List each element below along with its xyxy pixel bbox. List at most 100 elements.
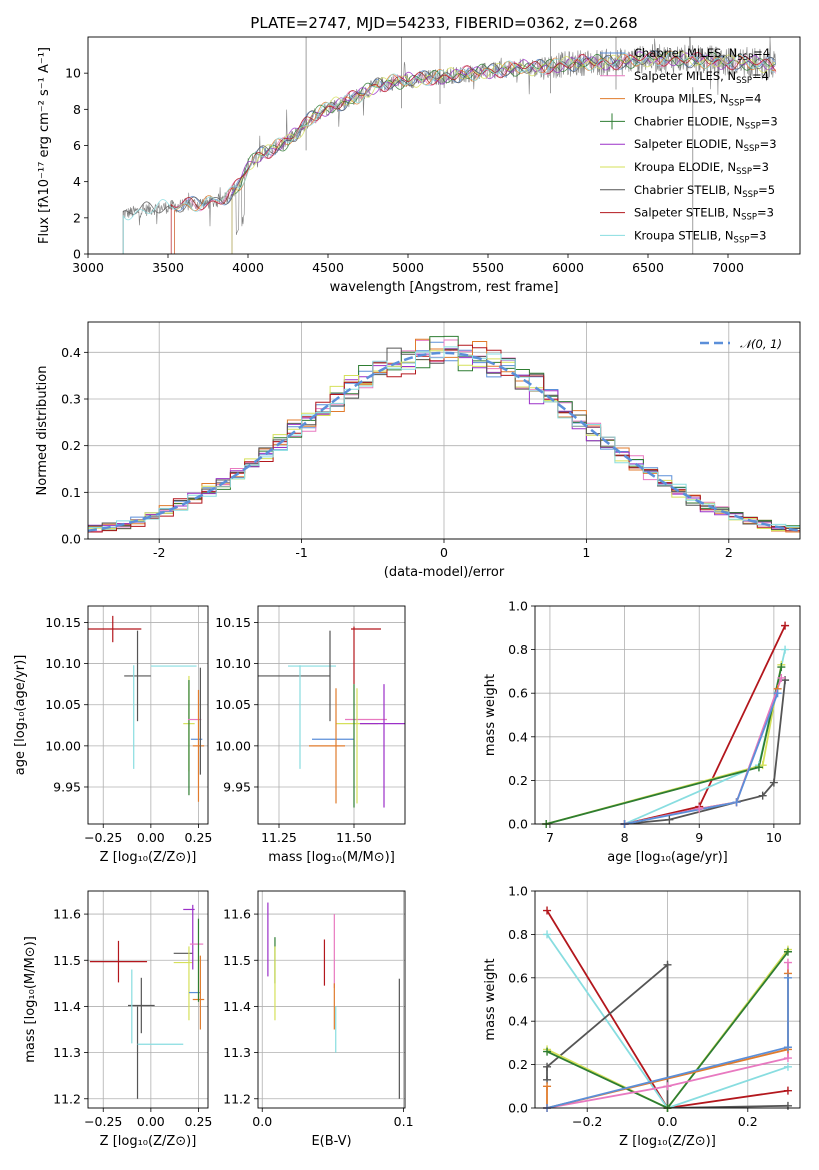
weight-line-salpeter_miles [624,677,783,824]
x-tick-label: 11.50 [336,830,372,845]
legend: 𝒩(0, 1) [700,337,782,351]
x-axis-label: (data-model)/error [384,565,505,580]
x-tick-label: 4000 [232,260,264,275]
panel-age_vs_Z: −0.25 0.00 0.25 9.95 10.00 10.05 10.10 10.15 Z [… [13,605,213,865]
weight-marker-kroupa_stelib [783,1062,792,1071]
panel-age_vs_mass: 11.25 11.50 9.95 10.00 10.05 10.10 10.15 mass [… [215,605,406,865]
axes-frame [257,890,406,1109]
y-tick-label: 10.05 [215,697,251,712]
weight-marker-chabrier_stelib [663,960,672,969]
legend-label-chabrier_stelib: Chabrier STELIB, NSSP=5 [634,183,775,200]
legend-label-kroupa_stelib: Kroupa STELIB, NSSP=3 [634,228,766,245]
y-axis-label: mass weight [483,958,498,1040]
y-tick-label: 0.8 [508,642,528,657]
y-tick-label: 1.0 [508,599,528,614]
hist-chabrier_elodie [88,335,800,531]
y-tick-label: 4 [73,174,81,189]
axes-frame [257,605,406,825]
weight-line-chabrier_elodie [546,951,789,1108]
legend: Chabrier MILES, NSSP=4 Salpeter MILES, NS… [600,46,778,245]
x-tick-label: 0.1 [394,1114,414,1129]
y-tick-label: 11.2 [53,1091,81,1106]
plot-area [258,626,405,808]
x-tick-label: 6000 [552,260,584,275]
y-tick-label: 11.6 [53,907,81,922]
x-tick-label: 5000 [392,260,424,275]
chart-title: PLATE=2747, MJD=54233, FIBERID=0362, z=0… [250,14,637,32]
plot-area [545,625,786,824]
y-tick-label: 10.15 [215,615,251,630]
x-tick-label: 8 [621,830,629,845]
weight-marker-salpeter_stelib [543,906,552,915]
weight-line-chabrier_stelib [624,680,786,824]
axes-frame [534,890,801,1109]
x-tick-label: 6500 [632,260,664,275]
y-tick-label: 11.4 [53,999,81,1014]
y-tick-label: 0.6 [508,686,528,701]
weight-marker-chabrier_elodie [754,763,763,772]
weight-line-kroupa_stelib [546,933,789,1108]
y-tick-label: 0.2 [508,1057,528,1072]
x-tick-label: 3000 [72,260,104,275]
legend-label-salpeter_stelib: Salpeter STELIB, NSSP=3 [634,206,774,223]
model-line-salpeter_stelib [170,51,777,254]
y-tick-label: 6 [73,138,81,153]
axes-frame [87,890,209,1109]
y-tick-label: 0.8 [508,927,528,942]
x-tick-label: 10 [766,830,782,845]
panel-mass_vs_EBV: 0.0 0.1 11.2 11.3 11.4 11.5 11.6 E(B-V) [223,890,414,1149]
panel-weight_vs_Z: −0.2 0.0 0.2 0.0 0.2 0.4 0.6 0.8 1.0 Z [log₁₀(Z/Z… [483,884,801,1149]
y-tick-label: 10.15 [45,615,81,630]
y-tick-label: 11.4 [223,999,251,1014]
weight-marker-chabrier_stelib [783,1101,792,1110]
weight-marker-chabrier_stelib [758,791,767,800]
legend-label-salpeter_elodie: Salpeter ELODIE, NSSP=3 [634,137,777,154]
y-tick-label: 0.6 [508,970,528,985]
legend-label-kroupa_elodie: Kroupa ELODIE, NSSP=3 [634,160,769,177]
x-axis-label: Z [log₁₀(Z/Z⊙)] [100,850,197,865]
panel-mass_vs_Z: −0.25 0.00 0.25 11.2 11.3 11.4 11.5 11.6 Z [log₁… [23,890,212,1149]
y-tick-label: 9.95 [53,779,81,794]
x-axis-label: E(B-V) [311,1134,351,1149]
x-tick-label: 0.25 [185,830,213,845]
y-tick-label: 11.6 [223,907,251,922]
y-tick-label: 0 [73,247,81,262]
weight-marker-salpeter_miles [783,958,792,967]
x-tick-label: 0.00 [137,1114,165,1129]
panel-spectrum: 3000 3500 4000 4500 5000 5500 6000 6500 7000 0 2 4 6… [37,14,801,295]
legend-label-salpeter_miles: Salpeter MILES, NSSP=4 [634,69,769,86]
x-axis-label: age [log₁₀(age/yr)] [607,850,728,865]
y-tick-label: 0.0 [508,817,528,832]
model-line-chabrier_stelib [122,50,776,254]
plot-area [88,335,800,533]
x-tick-label: 0.0 [658,1114,678,1129]
weight-line-salpeter_stelib [624,625,786,824]
x-tick-label: 7 [546,830,554,845]
x-tick-label: 0.00 [137,830,165,845]
plot-area [88,615,205,802]
y-tick-label: 9.95 [223,779,251,794]
y-tick-label: 0.4 [508,729,528,744]
y-tick-label: 11.3 [223,1045,251,1060]
weight-marker-salpeter_stelib [781,621,790,630]
plot-area [122,37,777,254]
legend-label-gaussian: 𝒩(0, 1) [740,337,782,351]
x-axis-label: Z [log₁₀(Z/Z⊙)] [100,1134,197,1149]
y-axis-label: mass weight [483,674,498,756]
weight-marker-salpeter_miles [663,1082,672,1091]
x-tick-label: 5500 [472,260,504,275]
model-line-kroupa_elodie [231,50,776,254]
y-tick-label: 0.0 [61,532,81,547]
x-tick-label: 3500 [152,260,184,275]
weight-marker-chabrier_elodie [543,1047,552,1056]
axes-frame [87,321,801,540]
y-tick-label: 0.0 [508,1101,528,1116]
y-tick-label: 11.2 [223,1091,251,1106]
plot-area [267,902,400,1099]
legend-label-kroupa_miles: Kroupa MILES, NSSP=4 [634,92,761,109]
x-tick-label: 0.0 [252,1114,272,1129]
y-axis-label: Normed distribution [35,366,50,496]
x-axis-label: mass [log₁₀(M/M⊙)] [268,850,395,865]
y-tick-label: 10.05 [45,697,81,712]
